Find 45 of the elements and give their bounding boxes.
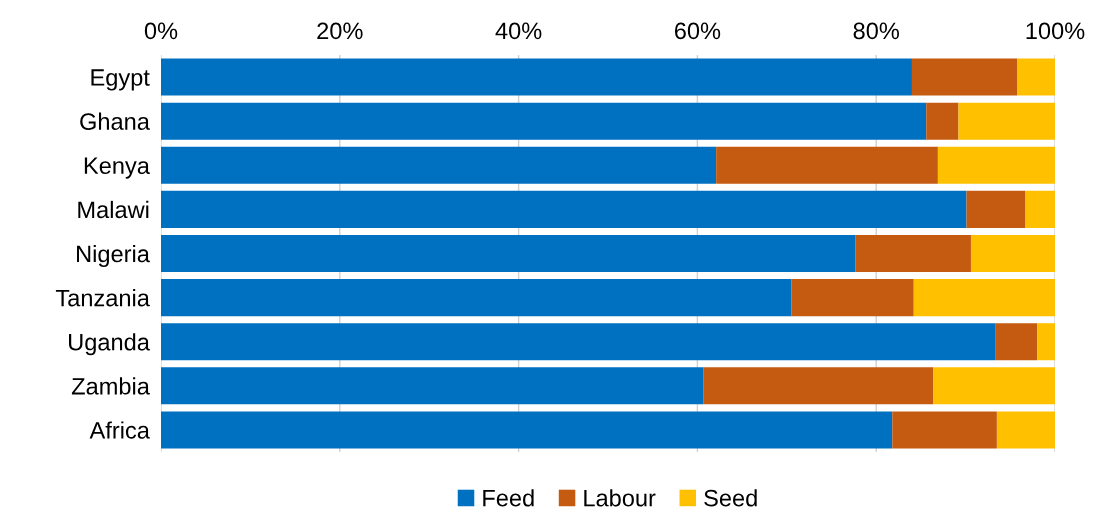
bar — [996, 411, 1055, 449]
bar — [161, 146, 717, 184]
bar — [958, 102, 1055, 140]
x-tick-label: 100% — [1026, 22, 1085, 40]
x-tick-label: 0% — [144, 22, 178, 40]
y-tick-label: Egypt — [91, 69, 150, 91]
bar — [703, 367, 934, 405]
y-tick-label: Tanzania — [55, 289, 150, 307]
bar — [995, 323, 1038, 361]
y-tick-label: Ghana — [80, 112, 150, 130]
bar — [926, 102, 959, 140]
y-tick-label: Kenya — [84, 157, 150, 179]
x-tick-label: 80% — [853, 22, 899, 40]
y-tick-label: Uganda — [69, 333, 150, 356]
x-tick-label: 20% — [317, 22, 363, 40]
bar — [966, 190, 1026, 228]
y-tick-label: Zambia — [71, 377, 150, 395]
bar — [161, 411, 893, 449]
bar — [913, 279, 1055, 317]
bar — [1025, 190, 1055, 228]
x-tick-label: 40% — [495, 22, 542, 40]
bar — [161, 102, 927, 140]
bar — [933, 367, 1055, 405]
bar — [161, 323, 996, 361]
bar — [161, 234, 856, 273]
bar — [892, 411, 997, 449]
y-tick-label: Malawi — [78, 200, 149, 219]
bar — [1017, 58, 1055, 96]
bar — [937, 146, 1055, 184]
bar — [911, 58, 1018, 96]
y-tick-label: Africa — [89, 421, 150, 439]
bar — [161, 367, 704, 405]
bar — [161, 190, 967, 228]
bar — [161, 58, 912, 96]
bar — [970, 234, 1055, 273]
bar — [791, 279, 914, 317]
bar — [161, 279, 792, 317]
x-tick-label: 60% — [674, 22, 721, 40]
legend-label: Seed — [704, 489, 757, 507]
legend-label: Labour — [584, 489, 656, 507]
bar — [716, 146, 938, 184]
legend-label: Feed — [483, 489, 534, 507]
y-tick-label: Nigeria — [77, 244, 150, 267]
bar — [855, 234, 971, 273]
bar — [1037, 323, 1055, 361]
